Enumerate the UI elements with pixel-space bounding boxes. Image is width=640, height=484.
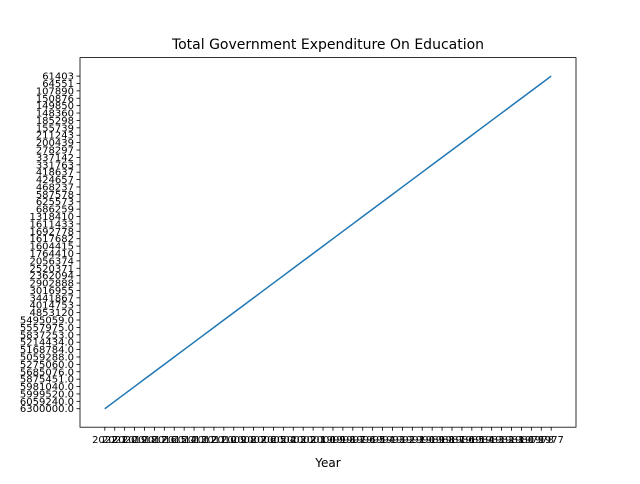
y-tick-label: 5557975.0 [20,323,74,334]
y-tick-label: 148360 [36,109,74,120]
y-tick-label: 149850 [36,101,74,112]
y-tick-label: 6059240.0 [20,397,74,408]
y-tick-label: 2056374 [29,256,74,267]
x-tick-label: 1989 [419,435,444,446]
x-tick-label: 1977 [538,435,563,446]
x-tick-label: 1992 [390,435,415,446]
y-tick-label: 3441867 [29,293,74,304]
x-tick-label: 1998 [330,435,355,446]
y-tick-label: 5981040.0 [20,382,74,393]
y-tick-label: 625573 [36,197,74,208]
x-tick-label: 2009 [221,435,246,446]
y-tick-label: 2902888 [29,279,74,290]
y-tick-label: 61403 [42,72,74,83]
y-tick-label: 150876 [36,94,74,105]
x-tick-label: 2007 [241,435,266,446]
x-tick-label: 1997 [340,435,365,446]
y-tick-label: 200439 [36,138,74,149]
x-tick-label: 1982 [489,435,514,446]
y-tick-label: 587578 [36,190,74,201]
x-tick-label: 2013 [181,435,206,446]
y-tick-label: 5999520.0 [20,389,74,400]
y-tick-label: 5214434.0 [20,338,74,349]
line-series [104,75,552,410]
x-tick-label: 1990 [410,435,435,446]
y-tick-label: 64551 [42,79,74,90]
y-tick-label: 3016955 [29,286,74,297]
x-tick-label: 1996 [350,435,375,446]
x-tick-label: 2011 [201,435,226,446]
y-tick-label: 155739 [36,123,74,134]
y-tick-label: 4853120 [29,308,74,319]
x-tick-label: 1978 [529,435,554,446]
y-tick-label: 1604415 [29,242,74,253]
x-tick-label: 1985 [459,435,484,446]
x-tick-label: 2020 [112,435,137,446]
x-tick-label: 1984 [469,435,494,446]
x-tick-label: 1988 [429,435,454,446]
x-tick-label: 2015 [162,435,187,446]
x-tick-label: 2003 [281,435,306,446]
x-tick-label: 1999 [320,435,345,446]
y-tick-label: 211243 [36,131,74,142]
x-tick-label: 2019 [122,435,147,446]
x-tick-label: 1980 [509,435,534,446]
y-tick-label: 1611433 [29,219,74,230]
x-axis-label: Year [314,456,340,470]
x-tick-label: 1979 [519,435,544,446]
x-tick-label: 1986 [449,435,474,446]
y-tick-label: 6300000.0 [20,404,74,415]
y-tick-label: 4014753 [29,301,74,312]
x-tick-label: 1987 [439,435,464,446]
y-tick-label: 5275060.0 [20,360,74,371]
y-tick-label: 278297 [36,146,74,157]
y-tick-label: 1318410 [29,212,74,223]
x-tick-label: 2016 [152,435,177,446]
x-tick-label: 2000 [310,435,335,446]
y-tick-label: 686259 [36,205,74,216]
x-tick-label: 1981 [499,435,524,446]
y-tick-label: 337142 [36,153,74,164]
y-tick-label: 2520371 [29,264,74,275]
x-tick-label: 1983 [479,435,504,446]
x-tick-label: 2005 [261,435,286,446]
x-tick-label: 1991 [400,435,425,446]
y-tick-label: 2362094 [29,271,74,282]
y-tick-label: 5059288.0 [20,352,74,363]
y-tick-label: 1764410 [29,249,74,260]
axes-frame [79,57,577,428]
y-tick-label: 331763 [36,160,74,171]
x-tick-label: 2010 [211,435,236,446]
x-tick-label: 1994 [370,435,395,446]
x-tick-label: 2017 [142,435,167,446]
x-tick-label: 2004 [271,435,296,446]
y-tick-label: 5837253.0 [20,330,74,341]
x-tick-label: 2022 [92,435,117,446]
y-tick-label: 1692778 [29,227,74,238]
x-tick-label: 1995 [360,435,385,446]
y-tick-label: 418637 [36,168,74,179]
x-tick-label: 2001 [300,435,325,446]
x-tick-label: 2008 [231,435,256,446]
y-tick-label: 468237 [36,182,74,193]
y-tick-label: 1617682 [29,234,74,245]
x-tick-label: 2012 [191,435,216,446]
y-tick-label: 5875451.0 [20,375,74,386]
chart-title: Total Government Expenditure On Educatio… [171,37,484,53]
x-tick-label: 2006 [251,435,276,446]
x-tick-label: 1993 [380,435,405,446]
x-tick-label: 2021 [102,435,127,446]
y-tick-label: 5685076.0 [20,367,74,378]
y-tick-label: 185298 [36,116,74,127]
y-tick-label: 5495059.0 [20,316,74,327]
y-tick-label: 424657 [36,175,74,186]
y-tick-label: 5168784.0 [20,345,74,356]
x-tick-label: 2014 [171,435,196,446]
x-tick-label: 2002 [290,435,315,446]
y-tick-label: 107890 [36,86,74,97]
x-tick-label: 2018 [132,435,157,446]
